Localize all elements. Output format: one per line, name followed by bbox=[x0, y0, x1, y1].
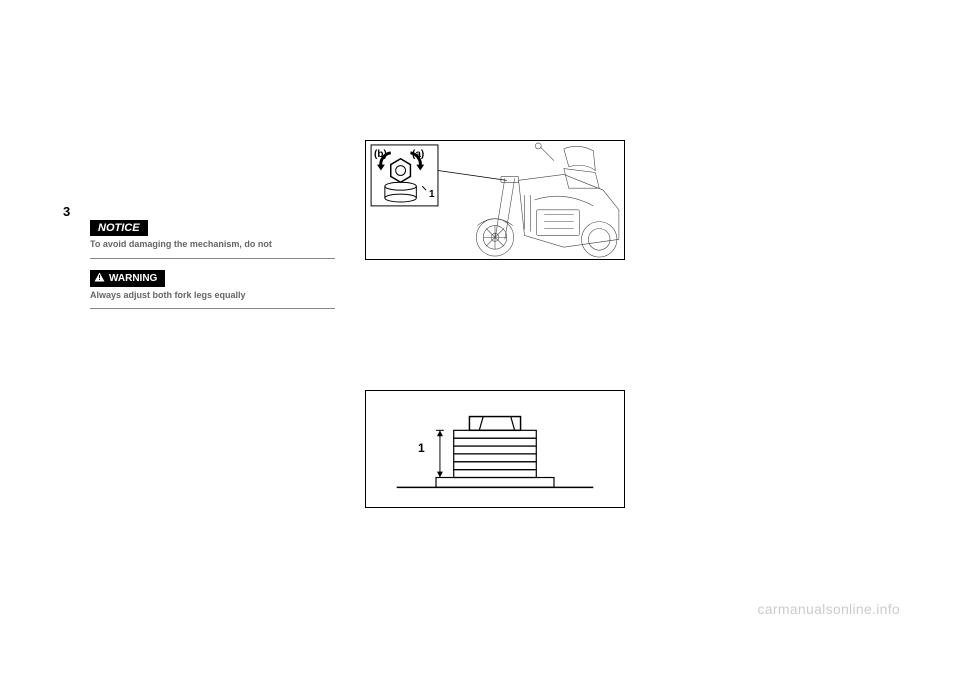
watermark: carmanualsonline.info bbox=[758, 601, 901, 617]
divider bbox=[90, 258, 335, 259]
motorcycle-illustration bbox=[366, 141, 624, 259]
notice-block: NOTICE To avoid damaging the mechanism, … bbox=[90, 218, 335, 309]
warning-triangle-icon bbox=[94, 272, 105, 285]
warning-text: Always adjust both fork legs equally bbox=[90, 289, 335, 303]
callout-1: 1 bbox=[429, 189, 435, 200]
figure-fork-adjustment: (b) (a) 1 bbox=[365, 140, 625, 260]
left-column: 3 NOTICE To avoid damaging the mechanism… bbox=[90, 140, 335, 508]
notice-text: To avoid damaging the mechanism, do not bbox=[90, 238, 335, 252]
manual-page: 3 NOTICE To avoid damaging the mechanism… bbox=[0, 0, 960, 679]
direction-label-a: (a) bbox=[412, 149, 424, 160]
notice-label: NOTICE bbox=[90, 220, 148, 236]
divider bbox=[90, 308, 335, 309]
figure-spring-preload: 1 bbox=[365, 390, 625, 508]
warning-label: WARNING bbox=[90, 270, 165, 287]
spring-illustration bbox=[366, 391, 624, 507]
dimension-label-1: 1 bbox=[418, 441, 425, 455]
warning-label-text: WARNING bbox=[109, 273, 157, 284]
section-number: 3 bbox=[63, 204, 70, 219]
middle-column: (b) (a) 1 bbox=[365, 140, 625, 508]
content-columns: 3 NOTICE To avoid damaging the mechanism… bbox=[0, 140, 960, 508]
direction-label-b: (b) bbox=[374, 149, 387, 160]
